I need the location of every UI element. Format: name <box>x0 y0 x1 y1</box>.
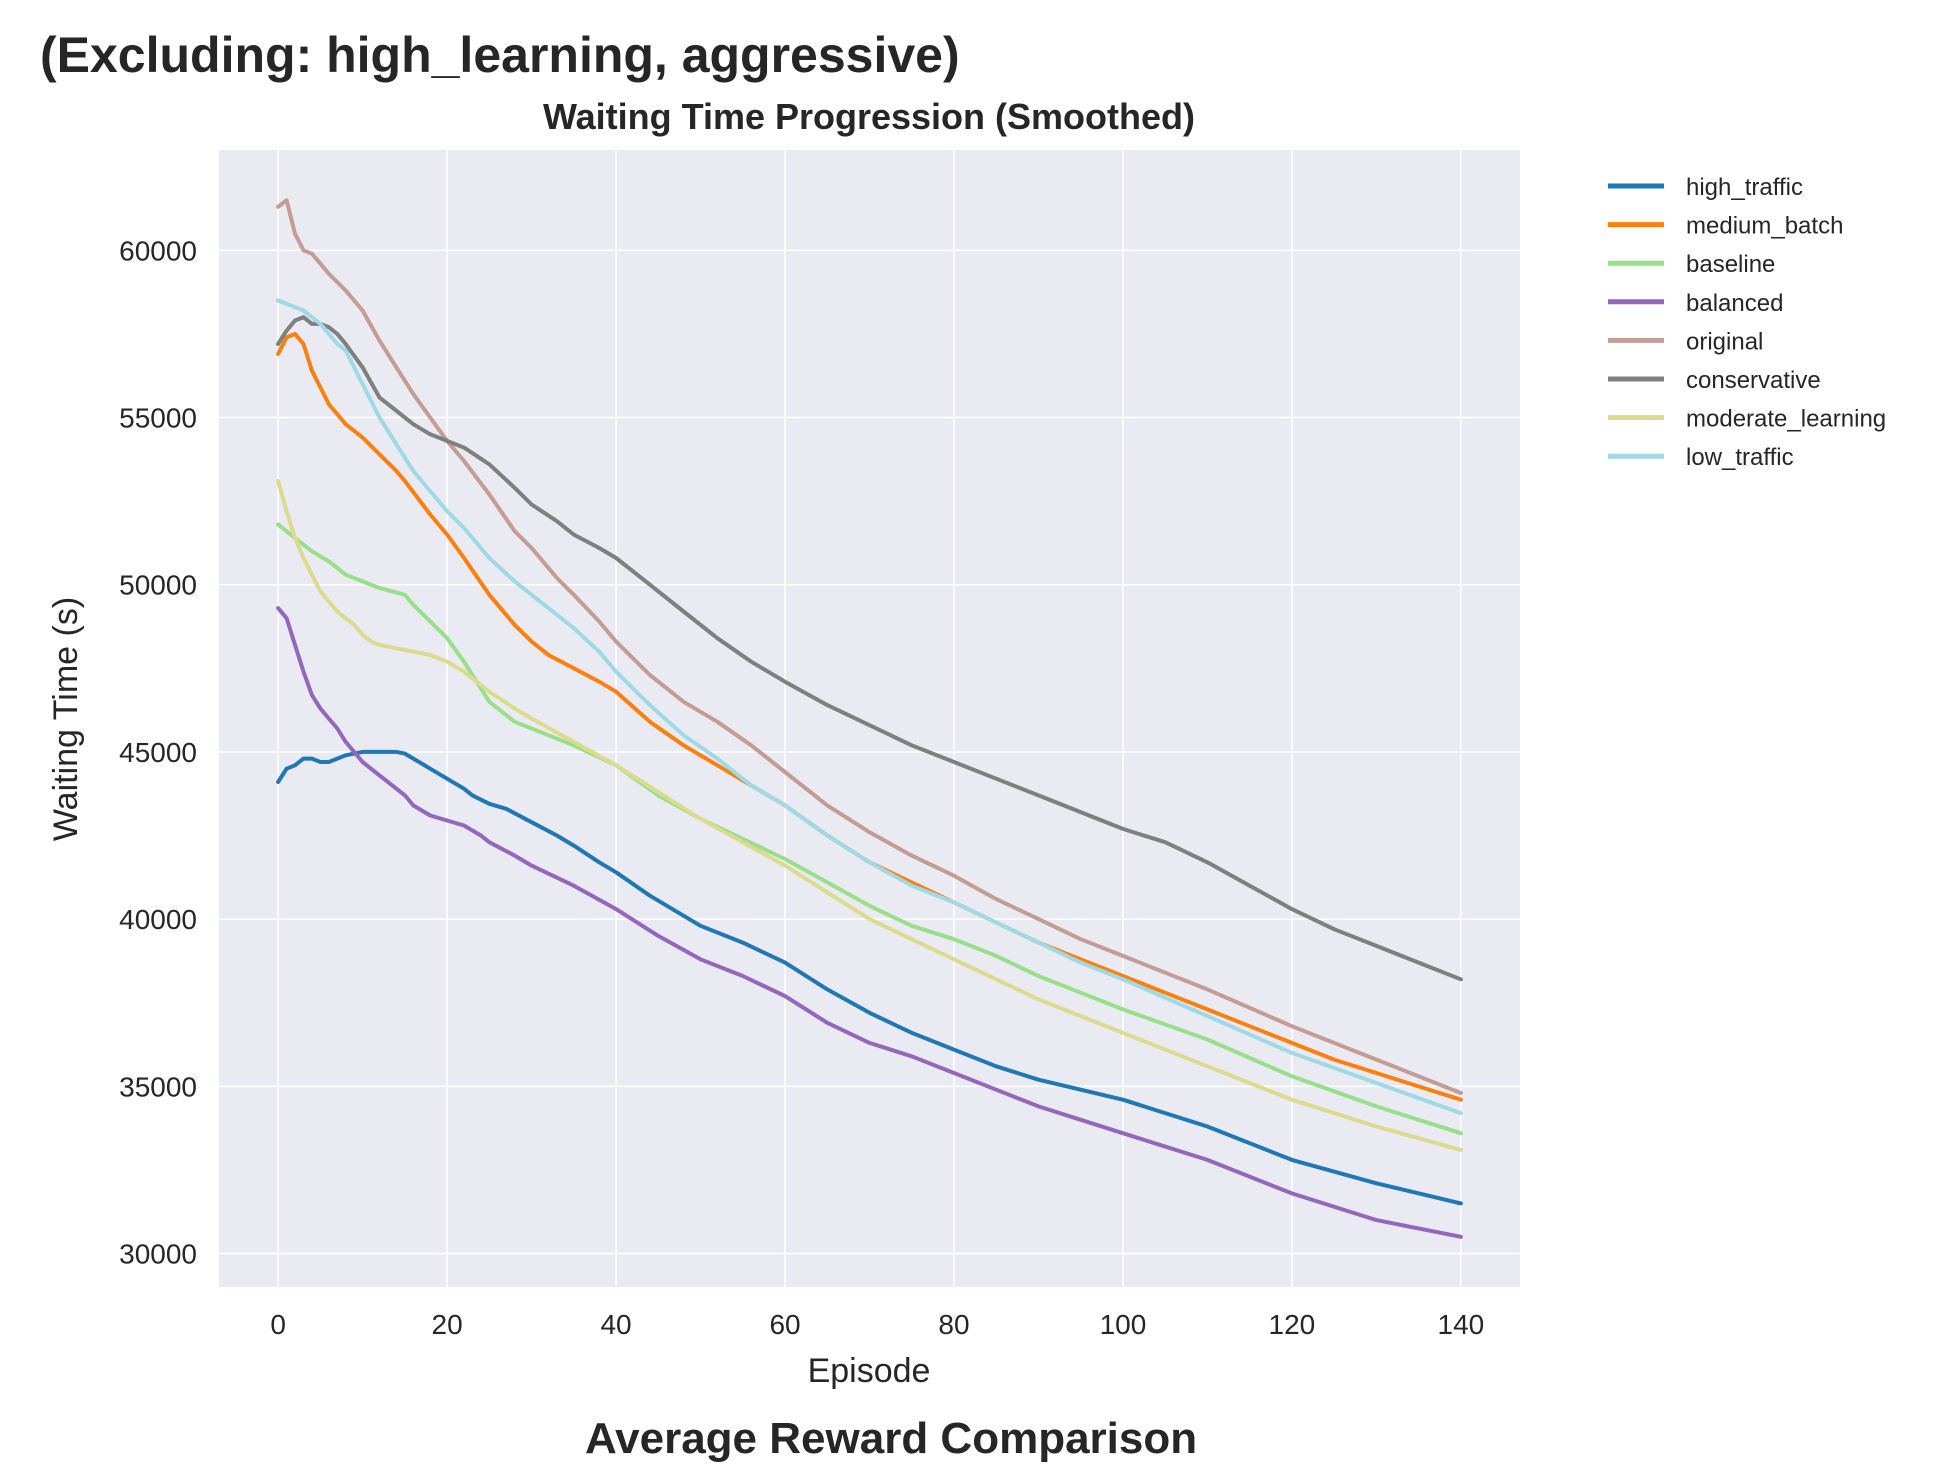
series-line-balanced <box>276 606 1463 1239</box>
legend-label-high_traffic: high_traffic <box>1686 174 1803 201</box>
series-line-high_traffic <box>276 749 1463 1206</box>
x-axis-ticks: 0 20 40 60 80 100 120 140 <box>270 1309 1484 1340</box>
series-line-medium_batch <box>276 331 1463 1102</box>
x-tick-label: 120 <box>1269 1309 1316 1340</box>
series-line-conservative <box>276 315 1463 982</box>
x-tick-label: 80 <box>938 1309 969 1340</box>
y-tick-label: 50000 <box>119 570 197 601</box>
y-tick-label: 55000 <box>119 403 197 434</box>
legend-label-conservative: conservative <box>1686 367 1821 394</box>
plot-area-background <box>219 150 1520 1287</box>
y-tick-label: 30000 <box>119 1239 197 1270</box>
series-line-moderate_learning <box>276 479 1463 1152</box>
x-tick-label: 40 <box>600 1309 631 1340</box>
chart-title: Waiting Time Progression (Smoothed) <box>543 96 1195 137</box>
series-lines <box>276 198 1463 1239</box>
x-tick-label: 140 <box>1438 1309 1485 1340</box>
legend-label-moderate_learning: moderate_learning <box>1686 406 1886 433</box>
y-tick-label: 40000 <box>119 904 197 935</box>
x-tick-label: 100 <box>1100 1309 1147 1340</box>
next-chart-title: Average Reward Comparison <box>585 1414 1198 1463</box>
y-tick-label: 35000 <box>119 1071 197 1102</box>
x-tick-label: 20 <box>432 1309 463 1340</box>
y-axis-ticks: 30000 35000 40000 45000 50000 55000 60000 <box>119 235 197 1269</box>
legend-label-original: original <box>1686 328 1763 355</box>
figure-suptitle: (Excluding: high_learning, aggressive) <box>40 27 960 83</box>
legend-label-balanced: balanced <box>1686 290 1783 317</box>
x-tick-label: 0 <box>270 1309 286 1340</box>
x-tick-label: 60 <box>769 1309 800 1340</box>
y-axis-label: Waiting Time (s) <box>47 597 85 841</box>
series-line-low_traffic <box>276 298 1463 1116</box>
legend-label-baseline: baseline <box>1686 251 1775 278</box>
legend: high_traffic medium_batch baseline balanced… <box>1608 174 1886 471</box>
x-axis-label: Episode <box>808 1352 931 1390</box>
legend-label-medium_batch: medium_batch <box>1686 213 1843 240</box>
legend-label-low_traffic: low_traffic <box>1686 444 1794 471</box>
y-tick-label: 60000 <box>119 235 197 266</box>
y-tick-label: 45000 <box>119 737 197 768</box>
series-line-original <box>276 198 1463 1095</box>
